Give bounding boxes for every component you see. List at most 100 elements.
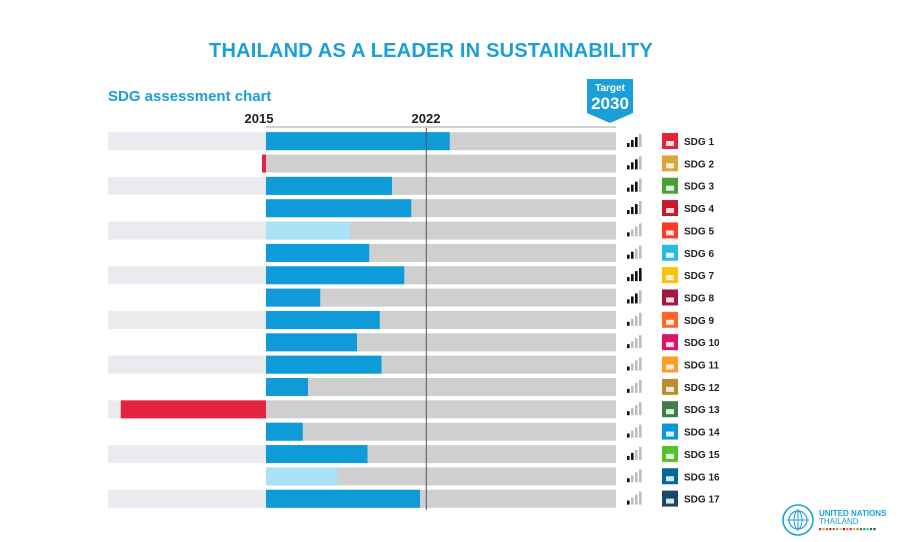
trend-signal-bar [627, 321, 630, 326]
sdg-dot [856, 528, 859, 531]
trend-signal-bar [639, 469, 642, 483]
sdg-icon-glyph [666, 409, 674, 415]
progress-bar-sdg-10 [266, 333, 357, 352]
sdg-dot [825, 528, 828, 531]
sdg-icon-glyph [666, 252, 674, 258]
trend-signal-bar [631, 140, 634, 147]
sdg-label: SDG 17 [684, 495, 720, 506]
trend-signal-bar [639, 424, 642, 438]
sdg-icon-glyph [666, 498, 674, 504]
progress-bar-sdg-12 [266, 378, 308, 397]
target-year: 2030 [591, 94, 629, 113]
trend-signal-bar [635, 315, 638, 326]
trend-signal-bar [635, 181, 638, 192]
sdg-dot [849, 528, 852, 531]
sdg-icon-glyph [666, 431, 674, 437]
sdg-icon-glyph [666, 208, 674, 214]
trend-signal-bar [639, 402, 642, 416]
progress-bar-sdg-6 [266, 243, 370, 262]
trend-signal-bar [635, 204, 638, 215]
remaining-bar [266, 422, 616, 441]
sdg-icon-glyph [666, 342, 674, 348]
trend-signal-bar [639, 223, 642, 237]
sdg-dot [866, 528, 869, 531]
trend-signal-bar [631, 430, 634, 438]
sdg-label: SDG 16 [684, 472, 720, 483]
trend-signal-bar [639, 335, 642, 349]
trend-signal-bar [639, 245, 642, 259]
trend-signal-bar [631, 162, 634, 170]
trend-signal-bar [631, 385, 634, 393]
trend-signal-bar [635, 360, 638, 371]
progress-bar-sdg-1 [266, 132, 450, 151]
sdg-dot [859, 528, 862, 531]
sdg-dot [846, 528, 849, 531]
tick-label-2015: 2015 [244, 111, 274, 126]
sdg-label: SDG 9 [684, 316, 714, 327]
trend-signal-bar [627, 254, 630, 259]
remaining-bar [266, 378, 616, 397]
trend-signal-bar [631, 341, 634, 349]
sdg-icon-glyph [666, 453, 674, 459]
sdg-icon-glyph [666, 364, 674, 370]
trend-signal-bar [631, 296, 634, 304]
progress-bar-sdg-11 [266, 355, 382, 374]
sdg-icon-glyph [666, 275, 674, 281]
trend-signal-bar [627, 411, 630, 416]
un-thailand-logo: UNITED NATIONS THAILAND [781, 503, 901, 537]
target-2030-badge: Target 2030 [585, 79, 637, 125]
remaining-bar [266, 154, 616, 173]
un-logo-line2: THAILAND [819, 517, 859, 526]
remaining-bar [266, 221, 616, 240]
sdg-icon-glyph [666, 319, 674, 325]
trend-signal-bar [639, 491, 642, 505]
sdg-label: SDG 5 [684, 226, 714, 237]
sdg-icon-glyph [666, 476, 674, 482]
trend-signal-bar [627, 388, 630, 393]
trend-signal-bar [639, 357, 642, 371]
sdg-label: SDG 11 [684, 361, 719, 372]
trend-signal-bar [631, 251, 634, 259]
trend-signal-bar [635, 137, 638, 147]
trend-signal-bar [627, 232, 630, 237]
trend-signal-bar [635, 293, 638, 304]
trend-signal-bar [627, 500, 630, 505]
sdg-label: SDG 8 [684, 293, 714, 304]
trend-signal-bar [627, 478, 630, 483]
trend-signal-bar [631, 363, 634, 371]
trend-signal-bar [627, 433, 630, 438]
trend-signal-bar [631, 207, 634, 215]
trend-signal-bar [627, 366, 630, 371]
regression-bar-sdg-13 [120, 400, 266, 419]
trend-signal-bar [635, 382, 638, 393]
trend-signal-bar [635, 427, 638, 438]
sdg-icon-glyph [666, 230, 674, 236]
trend-signal-bar [627, 455, 630, 460]
sdg-label: SDG 3 [684, 182, 714, 193]
sdg-icon-glyph [666, 163, 674, 169]
sdg-label: SDG 12 [684, 383, 720, 394]
trend-signal-bar [627, 299, 630, 304]
trend-signal-bar [635, 472, 638, 483]
trend-signal-bar [635, 338, 638, 349]
trend-signal-bar [635, 159, 638, 170]
sdg-icon-glyph [666, 141, 674, 146]
sdg-label: SDG 15 [684, 450, 720, 461]
trend-signal-bar [627, 187, 630, 192]
trend-signal-bar [631, 497, 634, 505]
sdg-dot [842, 528, 845, 531]
trend-signal-bar [639, 379, 642, 393]
un-logo-line1: UNITED NATIONS [819, 509, 887, 518]
sdg-dot [863, 528, 866, 531]
progress-bar-sdg-9 [266, 310, 380, 329]
trend-signal-bar [639, 201, 642, 215]
sdg-label: SDG 7 [684, 271, 714, 282]
trend-signal-bar [635, 494, 638, 505]
trend-signal-bar [635, 226, 638, 237]
trend-signal-bar [635, 405, 638, 416]
chart-subtitle: SDG assessment chart [108, 88, 272, 105]
progress-bar-sdg-8 [266, 288, 321, 307]
progress-bar-sdg-3 [266, 176, 392, 195]
progress-bar-sdg-15 [266, 445, 368, 464]
